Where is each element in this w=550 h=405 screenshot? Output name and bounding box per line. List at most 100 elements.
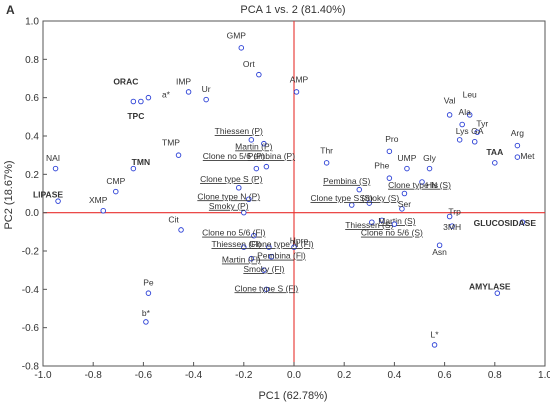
- point-label: GLUCOSIDASE: [474, 218, 537, 228]
- data-point: [466, 112, 473, 118]
- point-label: Clone type S (Fl): [234, 283, 298, 293]
- data-point: [386, 175, 393, 181]
- data-point: [431, 342, 438, 348]
- point-label: Lys: [456, 126, 469, 136]
- point-label: Clone type N (P): [197, 191, 260, 201]
- data-point: [514, 142, 521, 149]
- data-point: [145, 290, 152, 296]
- point-label: Thiessen (Fl): [211, 239, 261, 249]
- y-tick-label: -0.4: [22, 285, 40, 296]
- data-point: [446, 213, 453, 220]
- data-point: [471, 138, 478, 145]
- data-point: [266, 244, 272, 250]
- data-point: [246, 196, 252, 202]
- data-point: [514, 154, 521, 160]
- data-point: [426, 165, 433, 172]
- x-tick-label: 0.6: [438, 370, 452, 381]
- point-label: GMP: [227, 30, 247, 40]
- data-point: [261, 140, 267, 147]
- data-point: [391, 221, 398, 227]
- data-point: [261, 267, 267, 273]
- x-tick-label: 0.2: [337, 370, 351, 381]
- panel-label: A: [6, 3, 15, 17]
- data-point: [248, 137, 255, 143]
- data-point: [175, 152, 182, 158]
- data-point: [386, 148, 393, 155]
- point-label: Clone type S (S): [311, 193, 374, 203]
- data-point: [494, 290, 501, 296]
- data-point: [130, 165, 137, 172]
- point-label: Thiessen (P): [215, 126, 263, 136]
- point-label: a*: [162, 90, 171, 100]
- y-tick-label: -0.6: [22, 323, 40, 334]
- data-point: [251, 232, 257, 239]
- data-point: [449, 223, 455, 229]
- data-point: [404, 165, 410, 172]
- data-point: [253, 165, 260, 172]
- data-point: [203, 96, 209, 103]
- data-point: [366, 200, 373, 206]
- data-point: [238, 45, 245, 51]
- point-label: Gly: [423, 153, 437, 163]
- y-tick-label: 0.8: [25, 55, 39, 66]
- plot-area: -1.0 -0.8 -0.6 -0.4 -0.2 0.0 0.2 0.4 0.6 0.8 1.01.…: [22, 17, 550, 382]
- point-label: Thr: [320, 145, 333, 155]
- data-point: [446, 112, 453, 118]
- y-tick-label: 0.0: [25, 208, 39, 219]
- point-label: TMP: [162, 138, 180, 148]
- data-point: [248, 255, 255, 262]
- data-point: [456, 137, 463, 143]
- y-tick-label: 0.4: [25, 132, 39, 143]
- data-point: [263, 163, 270, 170]
- data-point: [178, 227, 184, 233]
- data-point: [379, 217, 385, 224]
- y-axis-label: PC2 (18.67%): [3, 160, 15, 229]
- data-point: [263, 286, 270, 293]
- point-label: Ort: [243, 59, 255, 69]
- point-label: Asn: [432, 247, 447, 257]
- point-label: Pe: [143, 278, 154, 288]
- point-label: LIPASE: [33, 189, 63, 199]
- point-label: Clone type N (S): [388, 180, 451, 190]
- data-point: [185, 89, 192, 95]
- point-label: TMN: [132, 157, 150, 167]
- data-point: [145, 94, 152, 101]
- x-tick-label: -0.6: [135, 370, 153, 381]
- point-label: Martin (P): [235, 141, 272, 151]
- point-label: Smoky (P): [209, 201, 249, 211]
- data-point: [348, 202, 355, 208]
- data-point: [492, 160, 498, 166]
- data-point: [130, 98, 137, 105]
- point-label: TAA: [486, 147, 503, 157]
- data-point: [519, 219, 526, 225]
- point-label: Clone type N (Fl): [249, 239, 313, 249]
- data-point: [52, 165, 59, 172]
- point-label: Ser: [398, 199, 411, 209]
- point-label: CMP: [106, 176, 125, 186]
- data-point: [419, 179, 425, 185]
- point-label: Trp: [448, 207, 461, 217]
- point-label: Martin (Fl): [222, 255, 261, 265]
- data-point: [459, 121, 465, 128]
- x-tick-label: -0.8: [85, 370, 103, 381]
- data-point: [268, 253, 275, 260]
- point-label: Hpro: [290, 235, 309, 245]
- point-label: Smoky (Fl): [243, 264, 284, 274]
- data-point: [138, 98, 144, 105]
- point-label: ORAC: [113, 76, 138, 86]
- y-tick-label: -0.2: [22, 247, 40, 258]
- point-label: Pembina (Fl): [257, 251, 306, 261]
- chart-title: PCA 1 vs. 2 (81.40%): [240, 4, 345, 16]
- data-point: [369, 219, 375, 225]
- point-label: AMYLASE: [469, 281, 511, 291]
- data-point: [474, 129, 480, 135]
- point-label: IMP: [176, 76, 191, 86]
- point-label: Smoky (S): [360, 193, 400, 203]
- point-label: b*: [142, 308, 151, 318]
- point-label: Clone no 5/6 (P): [203, 151, 265, 161]
- x-axis-label: PC1 (62.78%): [258, 390, 327, 402]
- data-point: [293, 89, 300, 95]
- data-point: [323, 160, 330, 166]
